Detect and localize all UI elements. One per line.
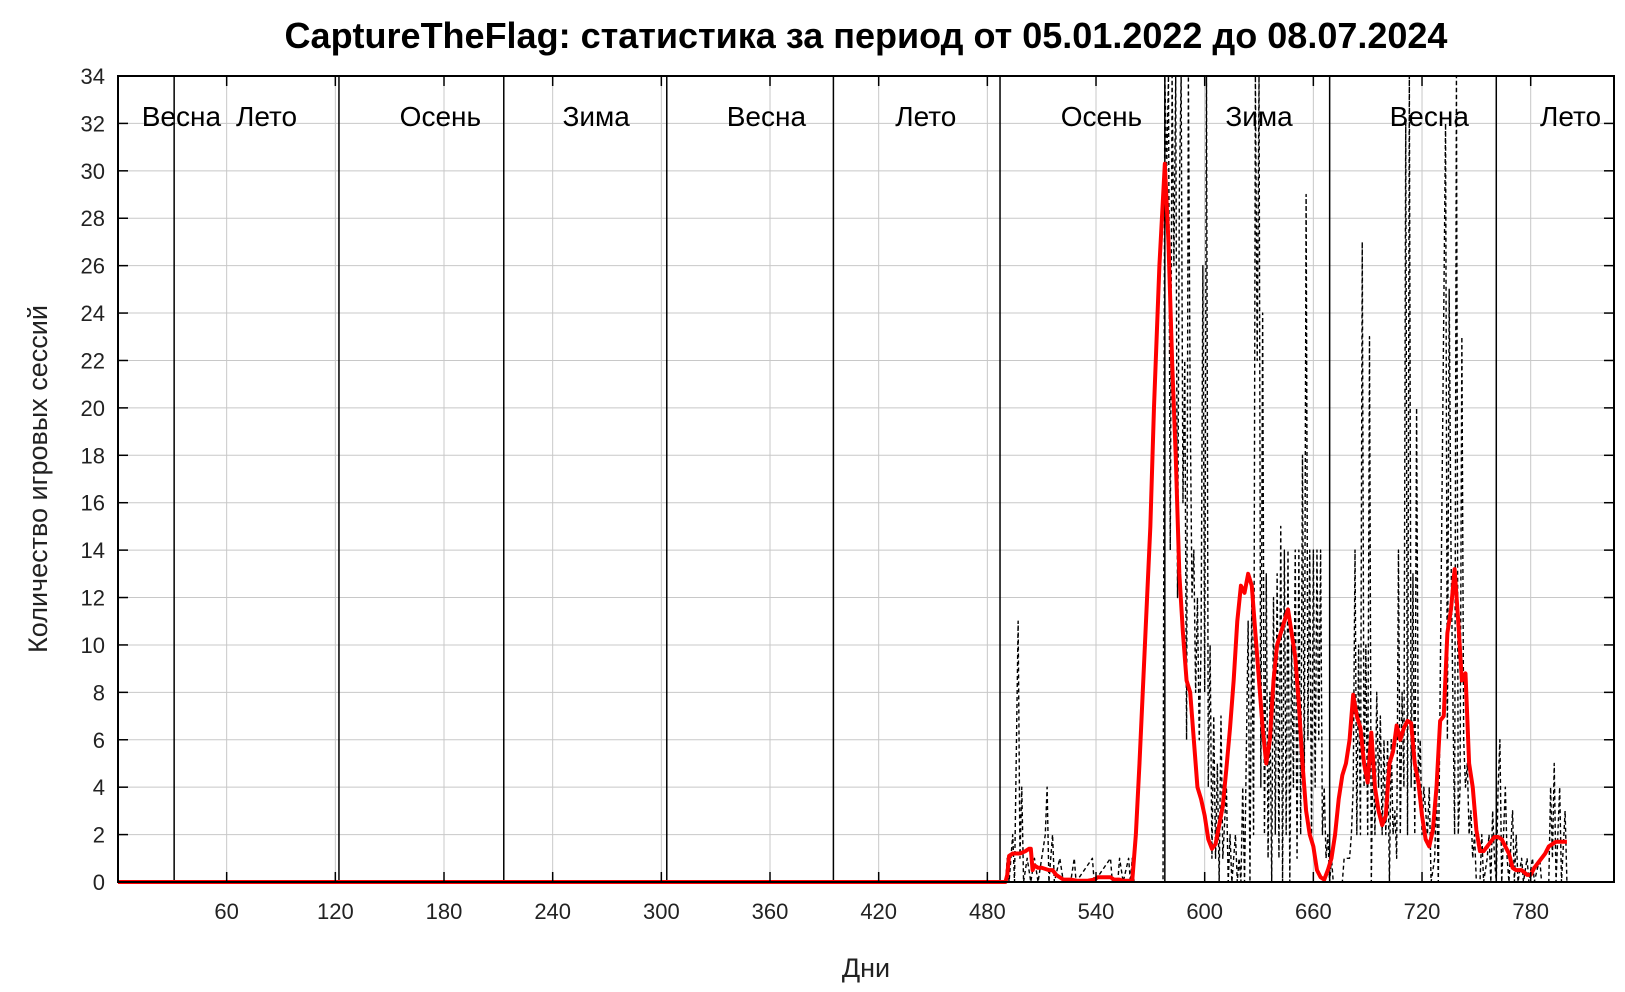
- x-tick-label: 300: [643, 899, 680, 924]
- y-tick-label: 32: [81, 111, 105, 136]
- season-label: Осень: [1061, 101, 1142, 132]
- x-tick-label: 420: [860, 899, 897, 924]
- x-tick-label: 120: [317, 899, 354, 924]
- plot-frame: [117, 75, 1615, 883]
- season-label: Зима: [562, 101, 630, 132]
- y-tick-label: 16: [81, 491, 105, 516]
- grid: [118, 76, 1614, 882]
- x-tick-label: 780: [1512, 899, 1549, 924]
- y-tick-label: 30: [81, 159, 105, 184]
- x-axis-ticks: 60 120 180 240 300 360 420 480 540 600 660 720 780: [214, 76, 1549, 924]
- x-tick-label: 660: [1295, 899, 1332, 924]
- y-tick-label: 6: [93, 728, 105, 753]
- y-tick-label: 10: [81, 633, 105, 658]
- season-label: Весна: [727, 101, 807, 132]
- y-tick-label: 20: [81, 396, 105, 421]
- season-label: Весна: [142, 101, 222, 132]
- y-tick-label: 26: [81, 254, 105, 279]
- y-tick-label: 8: [93, 680, 105, 705]
- season-label: Осень: [400, 101, 481, 132]
- y-tick-label: 22: [81, 348, 105, 373]
- chart-title: CaptureTheFlag: статистика за период от …: [285, 15, 1448, 56]
- season-label: Весна: [1390, 101, 1470, 132]
- season-label: Лето: [895, 101, 956, 132]
- x-tick-label: 720: [1404, 899, 1441, 924]
- y-tick-label: 28: [81, 206, 105, 231]
- season-label: Лето: [236, 101, 297, 132]
- y-tick-label: 24: [81, 301, 105, 326]
- y-tick-label: 12: [81, 586, 105, 611]
- x-tick-label: 600: [1186, 899, 1223, 924]
- y-tick-label: 2: [93, 823, 105, 848]
- x-tick-label: 480: [969, 899, 1006, 924]
- y-tick-label: 18: [81, 443, 105, 468]
- x-tick-label: 540: [1078, 899, 1115, 924]
- x-axis-label: Дни: [842, 953, 890, 983]
- season-boundaries: [173, 76, 1498, 882]
- y-tick-label: 14: [81, 538, 105, 563]
- x-tick-label: 60: [214, 899, 238, 924]
- y-tick-label: 0: [93, 870, 105, 895]
- series-line-smoothed: [118, 161, 1567, 884]
- series-layer: [118, 75, 1568, 884]
- x-tick-label: 240: [534, 899, 571, 924]
- season-labels: Весна Лето Осень Зима Весна Лето Осень Зима Весн…: [142, 101, 1601, 132]
- y-tick-label: 34: [81, 64, 105, 89]
- x-tick-label: 180: [426, 899, 463, 924]
- season-label: Лето: [1540, 101, 1601, 132]
- y-tick-label: 4: [93, 775, 105, 800]
- x-tick-label: 360: [752, 899, 789, 924]
- y-axis-label: Количество игровых сессий: [23, 305, 53, 653]
